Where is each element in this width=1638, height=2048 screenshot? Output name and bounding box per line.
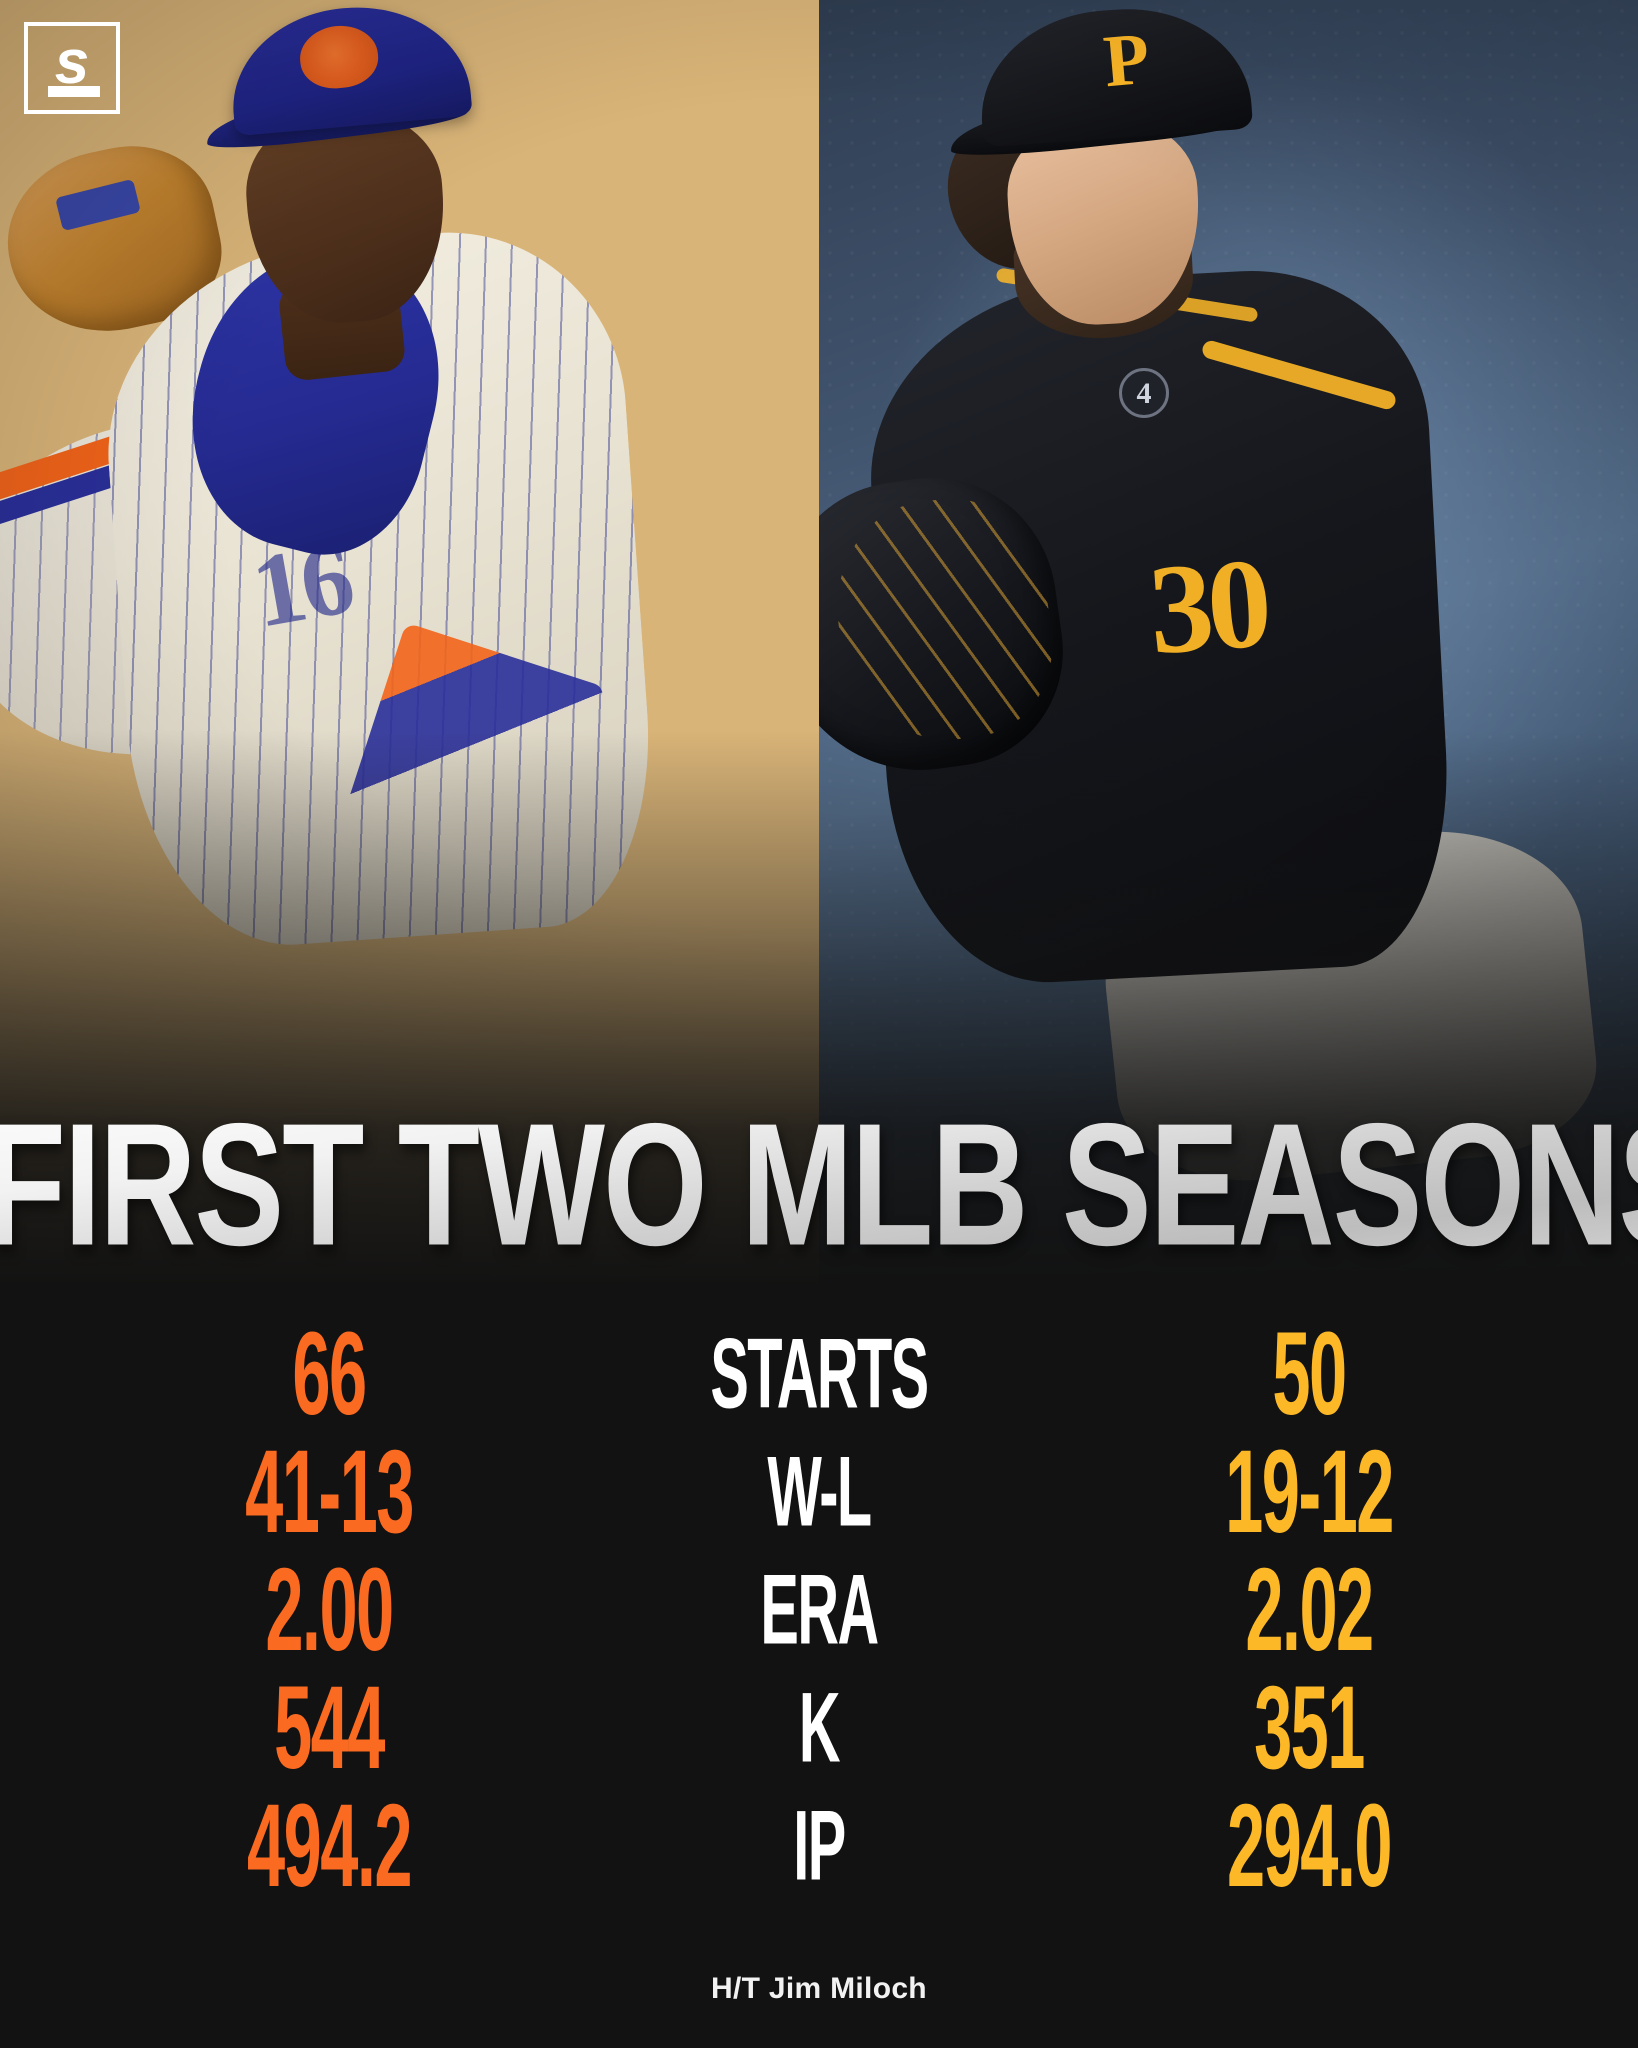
left-stat-value: 41-13	[245, 1425, 414, 1558]
stat-label: K	[798, 1671, 841, 1783]
table-row: 66 STARTS 50	[0, 1308, 1638, 1439]
left-stat-value: 494.2	[247, 1779, 413, 1912]
right-stat-value: 2.02	[1245, 1543, 1374, 1676]
stat-label: ERA	[760, 1553, 879, 1665]
table-row: 2.00 ERA 2.02	[0, 1544, 1638, 1675]
right-stat-value: 50	[1272, 1307, 1347, 1440]
left-stat-value: 66	[292, 1307, 367, 1440]
credit-text: H/T Jim Miloch	[711, 1972, 927, 2005]
left-stat-value: 544	[274, 1661, 385, 1794]
table-row: 41-13 W-L 19-12	[0, 1426, 1638, 1557]
memorial-patch-icon: 4	[1119, 368, 1169, 418]
table-row: 494.2 IP 294.0	[0, 1780, 1638, 1911]
stat-label: IP	[793, 1789, 846, 1901]
right-stat-value: 19-12	[1225, 1425, 1394, 1558]
right-jersey-number: 30	[1144, 531, 1271, 682]
pirates-p-logo-icon: P	[1100, 17, 1153, 104]
thescore-logo: s	[24, 22, 120, 114]
right-stat-value: 294.0	[1227, 1779, 1393, 1912]
thescore-logo-underscore	[48, 86, 100, 97]
left-stat-value: 2.00	[265, 1543, 394, 1676]
page-title: FIRST TWO MLB SEASONS	[0, 1097, 1638, 1272]
table-row: 544 K 351	[0, 1662, 1638, 1793]
stats-table: 66 STARTS 50 41-13 W-L 19-12 2.00 ERA 2.…	[0, 1308, 1638, 1911]
right-stat-value: 351	[1254, 1661, 1365, 1794]
stat-label: W-L	[767, 1435, 872, 1547]
thescore-logo-letter: s	[54, 28, 90, 97]
stat-label: STARTS	[710, 1317, 929, 1429]
